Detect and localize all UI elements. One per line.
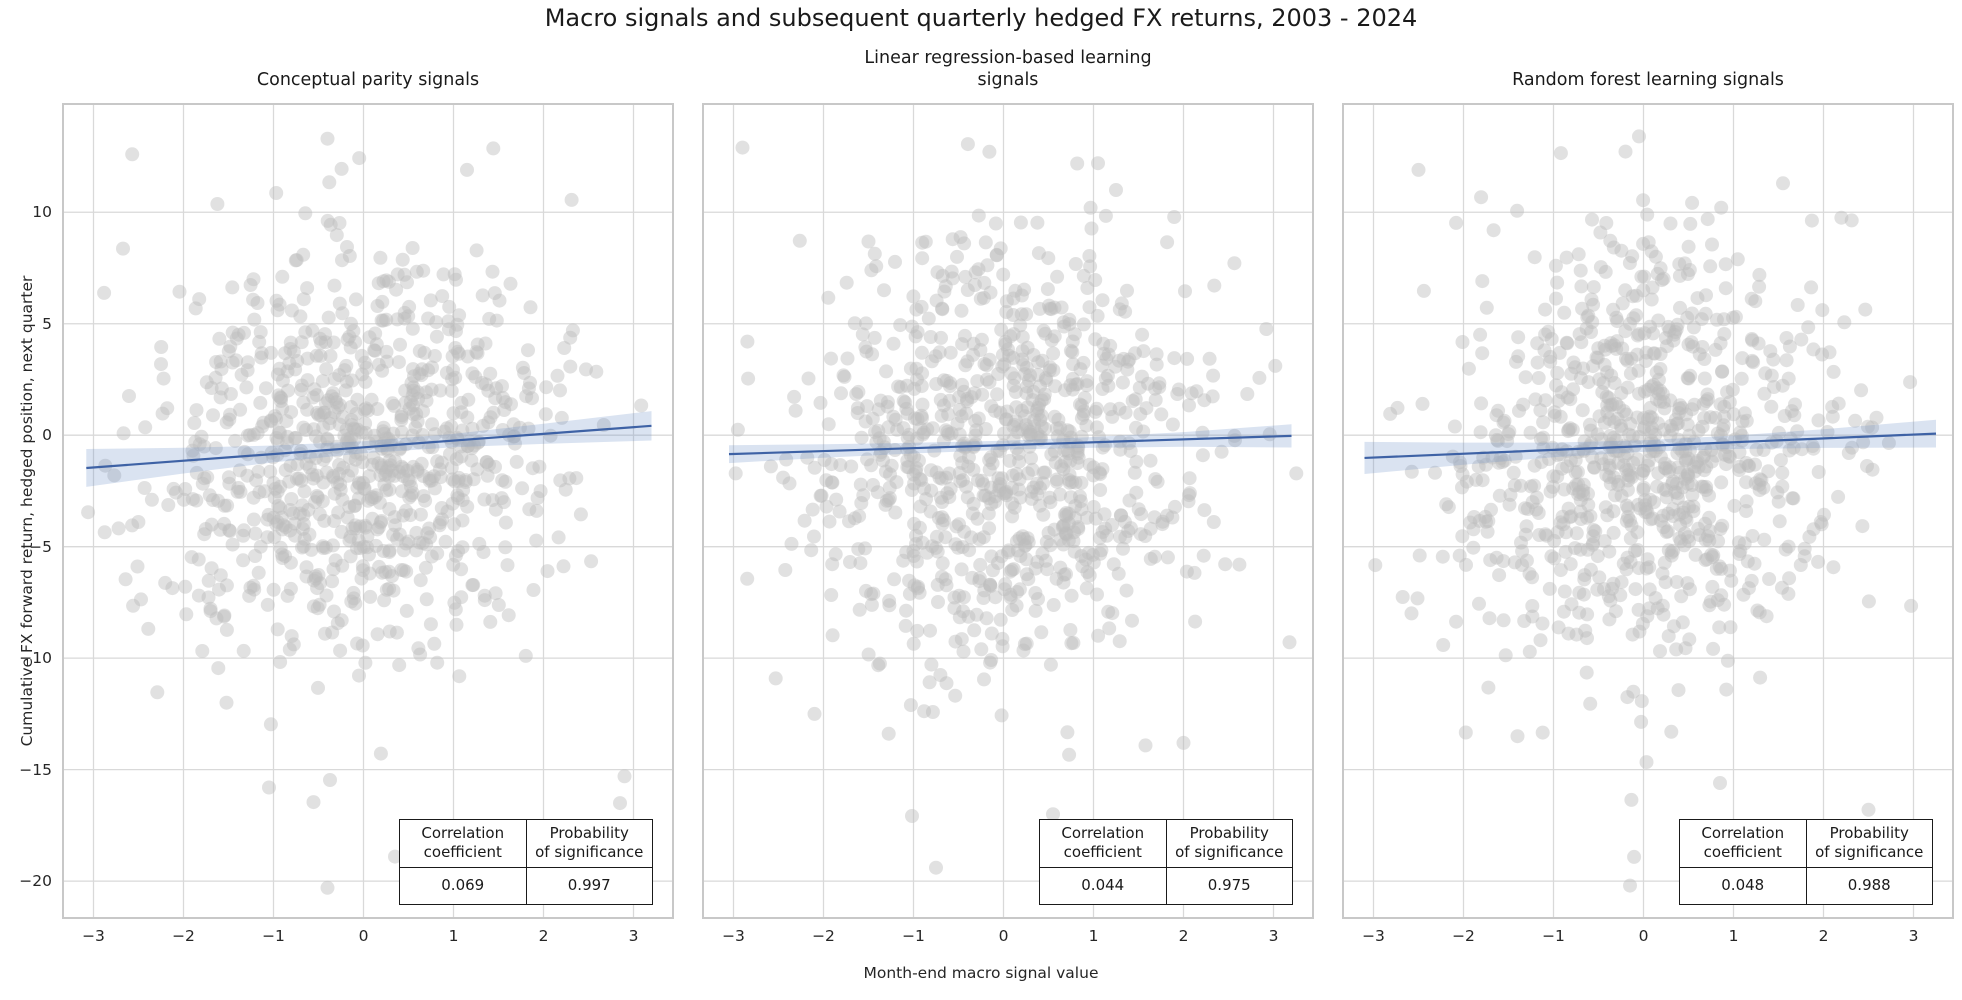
y-tick-label: −20 (19, 872, 52, 891)
stats-header-correlation: Correlation coefficient (400, 819, 527, 868)
scatter-plot (62, 103, 674, 919)
x-axis-ticks: −3 −2 −1 0 1 2 3 (1342, 927, 1954, 951)
stats-table: Correlation coefficient Probability of s… (1039, 818, 1293, 905)
x-tick-label: 0 (998, 927, 1009, 945)
x-tick-label: 1 (448, 927, 459, 945)
probability-value: 0.975 (1207, 876, 1251, 895)
x-tick-label: −1 (262, 927, 285, 945)
x-tick-label: −2 (1452, 927, 1475, 945)
y-tick-label: 0 (42, 426, 52, 445)
x-tick-label: 0 (358, 927, 369, 945)
x-tick-label: −1 (1542, 927, 1565, 945)
stats-header-probability: Probability of significance (1175, 823, 1284, 862)
x-tick-label: −3 (1362, 927, 1385, 945)
panel-conceptual-parity: Conceptual parity signals −20 −15 −10 −5 0 5 1… (19, 70, 674, 945)
x-tick-label: 3 (1908, 927, 1919, 945)
x-tick-label: 3 (1268, 927, 1279, 945)
panel-title: Random forest learning signals (1512, 70, 1784, 91)
x-tick-label: −1 (902, 927, 925, 945)
y-tick-label: 10 (32, 203, 52, 222)
x-axis-label: Month-end macro signal value (863, 964, 1099, 982)
x-tick-label: −2 (172, 927, 195, 945)
x-axis-ticks: −3 −2 −1 0 1 2 3 (702, 927, 1314, 951)
y-tick-label: −10 (19, 649, 52, 668)
y-tick-label: −15 (19, 760, 52, 779)
stats-header-correlation: Correlation coefficient (1040, 819, 1167, 868)
stats-header-correlation: Correlation coefficient (1680, 819, 1807, 868)
scatter-plot (1342, 103, 1954, 919)
y-tick-label: 5 (42, 314, 52, 333)
x-tick-label: 2 (1818, 927, 1829, 945)
y-tick-label: −5 (29, 537, 52, 556)
panel-title: Linear regression-based learning signals (864, 47, 1152, 91)
x-tick-label: −3 (722, 927, 745, 945)
stats-header-probability: Probability of significance (1815, 823, 1924, 862)
x-tick-label: 2 (538, 927, 549, 945)
correlation-value: 0.048 (1680, 868, 1807, 904)
stats-table: Correlation coefficient Probability of s… (1679, 818, 1933, 905)
stats-header-probability: Probability of significance (535, 823, 644, 862)
x-tick-label: 1 (1728, 927, 1739, 945)
x-tick-label: −2 (812, 927, 835, 945)
x-tick-label: −3 (82, 927, 105, 945)
x-axis-ticks: −3 −2 −1 0 1 2 3 (62, 927, 674, 951)
x-tick-label: 1 (1088, 927, 1099, 945)
panel-linear-regression: Linear regression-based learning signals… (702, 48, 1314, 945)
panel-title: Conceptual parity signals (256, 70, 480, 91)
x-tick-label: 3 (628, 927, 639, 945)
probability-value: 0.988 (1847, 876, 1891, 895)
correlation-value: 0.069 (400, 868, 527, 904)
probability-value: 0.997 (567, 876, 611, 895)
stats-table: Correlation coefficient Probability of s… (399, 818, 653, 905)
x-tick-label: 2 (1178, 927, 1189, 945)
correlation-value: 0.044 (1040, 868, 1167, 904)
panel-random-forest: Random forest learning signals −3 −2 −1 0 1 2… (1342, 70, 1954, 945)
scatter-plot (702, 103, 1314, 919)
x-tick-label: 0 (1638, 927, 1649, 945)
figure-title: Macro signals and subsequent quarterly h… (544, 4, 1418, 32)
y-axis-ticks: −20 −15 −10 −5 0 5 10 (8, 103, 52, 919)
